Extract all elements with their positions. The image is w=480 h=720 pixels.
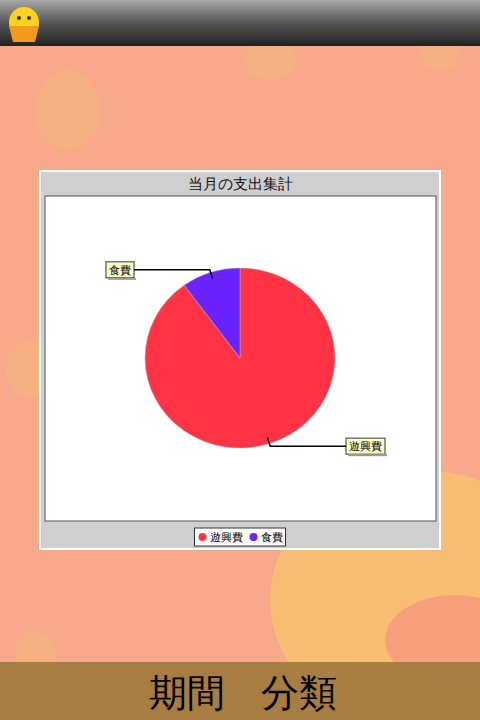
label-box: [346, 438, 385, 454]
leader-line: [267, 438, 346, 447]
legend: 遊興費 食費: [195, 528, 286, 546]
legend-box: [195, 528, 286, 546]
page: 当月の支出集計遊興費食費遊興費食費期間分類: [0, 0, 480, 720]
slice-label: 食費: [109, 264, 131, 277]
label-shadow: [108, 278, 136, 280]
app-icon: [9, 26, 39, 42]
pie: [145, 268, 335, 448]
decoration: [36, 70, 100, 150]
footer-button[interactable]: 分類: [261, 671, 337, 715]
legend-label: 食費: [261, 531, 283, 544]
leader-line: [134, 270, 213, 279]
label-shadow: [348, 454, 387, 456]
slice-label: 遊興費: [349, 440, 382, 453]
footer-button[interactable]: 期間: [149, 671, 225, 715]
app-icon: [17, 16, 21, 20]
slice-labels: 遊興費 食費: [106, 262, 387, 456]
chart-panel: [40, 171, 440, 549]
plot-area: [45, 196, 436, 521]
legend-label: 遊興費: [210, 531, 243, 544]
pie-slice: [145, 268, 335, 448]
app-icon: [27, 16, 31, 20]
pie-slice: [184, 268, 240, 358]
chart-title: 当月の支出集計: [188, 175, 293, 193]
legend-marker: [250, 533, 258, 541]
label-box: [106, 262, 134, 278]
legend-marker: [199, 533, 207, 541]
top-bar: [0, 0, 480, 46]
footer-bar: [0, 662, 480, 720]
